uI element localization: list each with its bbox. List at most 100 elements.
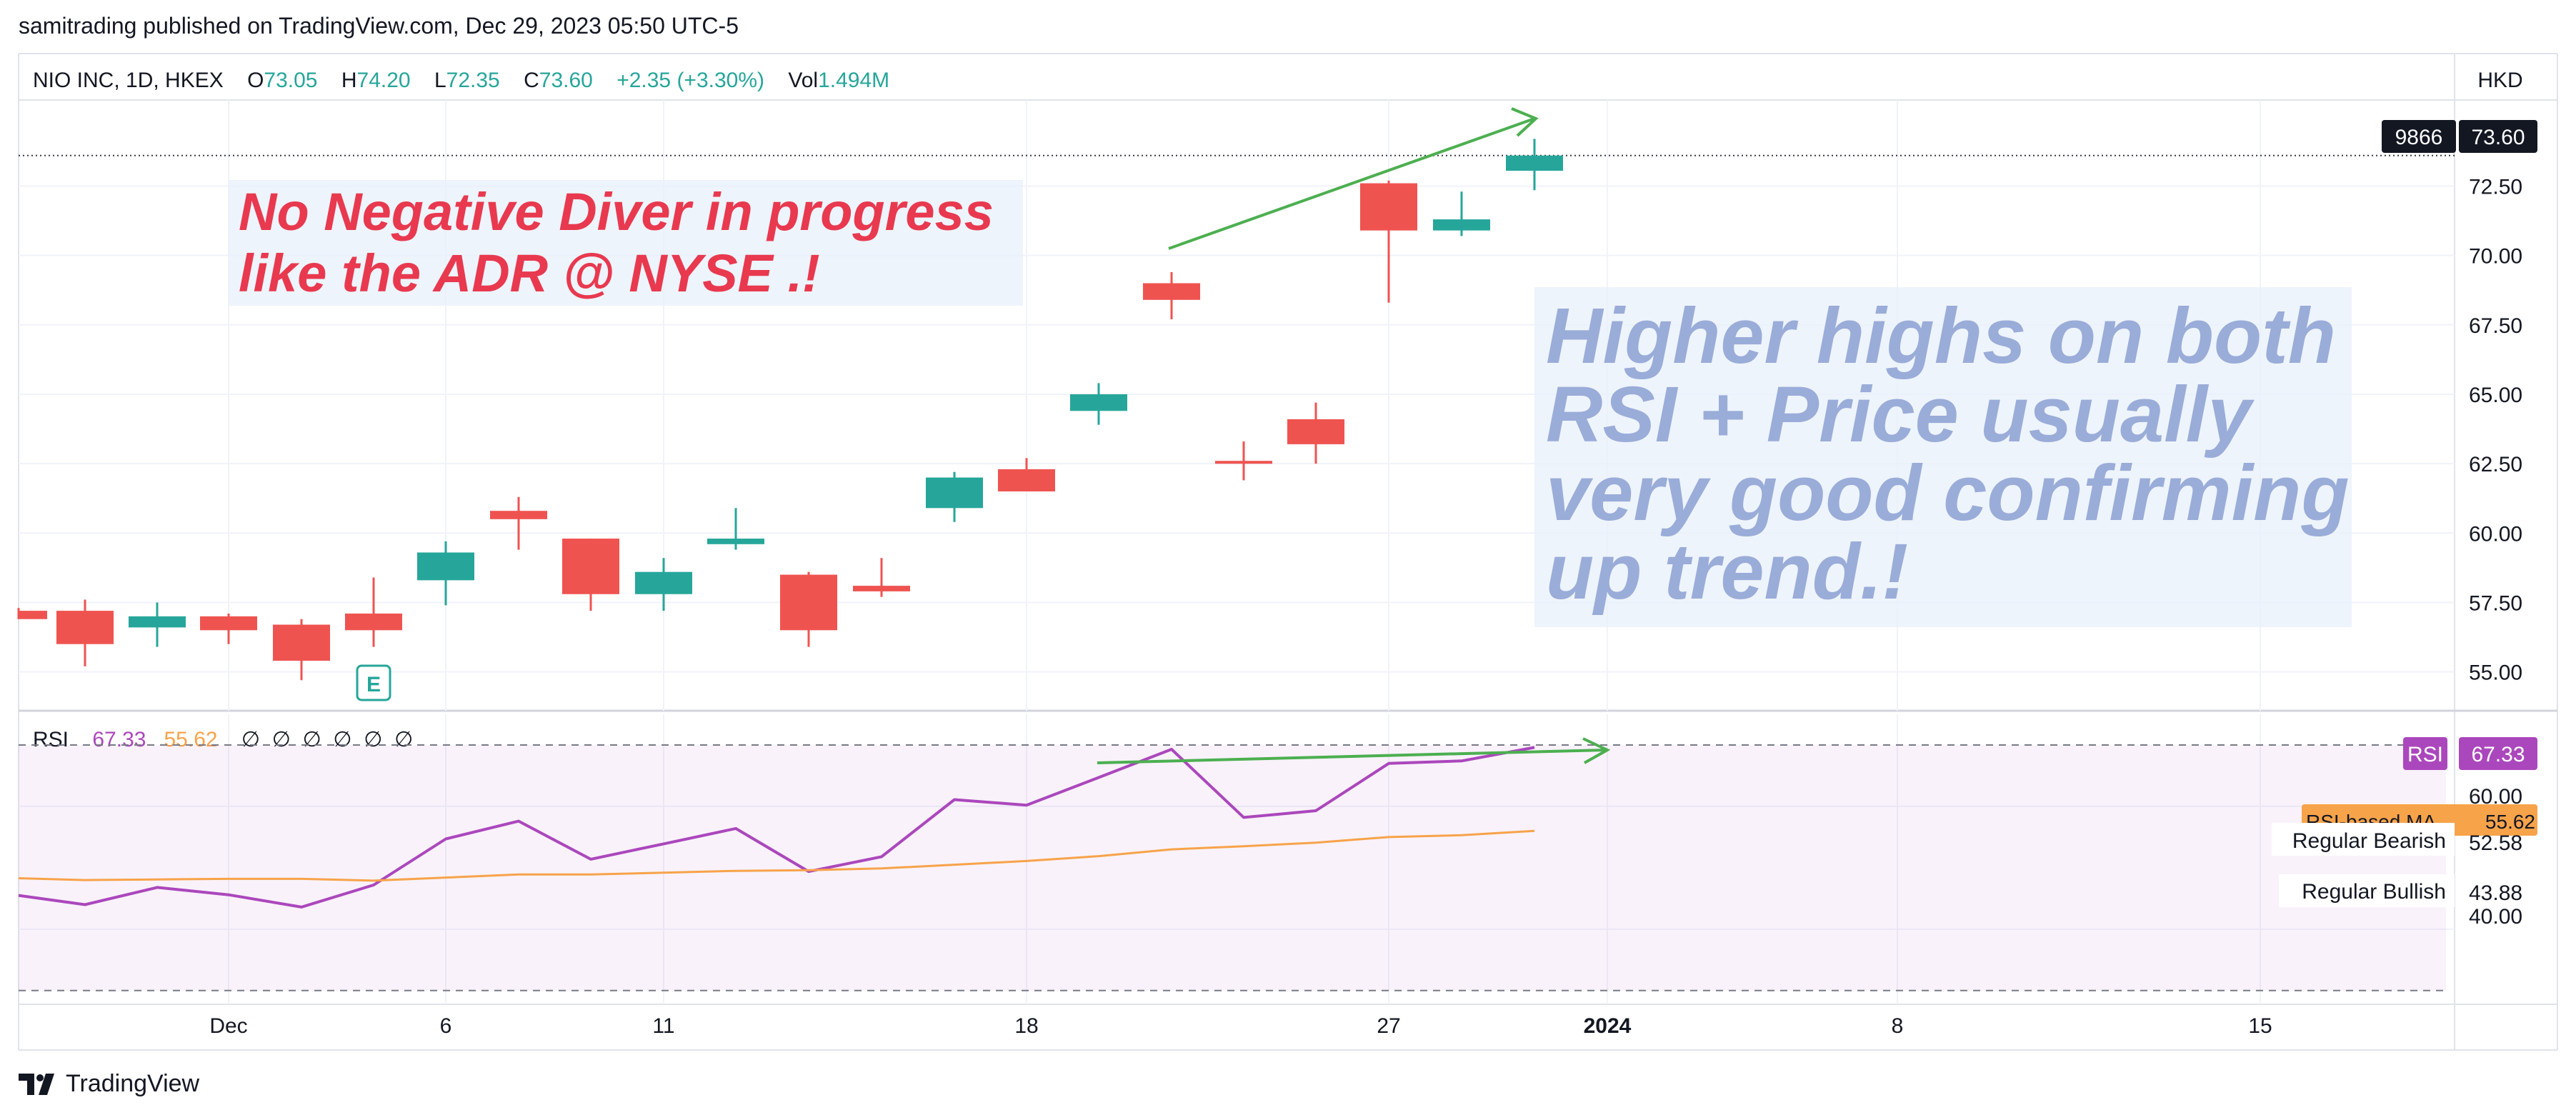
close-label: C <box>524 69 539 92</box>
candle <box>273 619 330 681</box>
price-tick: 62.50 <box>2469 453 2522 476</box>
price-tick: 72.50 <box>2469 175 2522 199</box>
rsi-legend: RSI 67.33 55.62 ∅ ∅ ∅ ∅ ∅ ∅ <box>33 727 413 752</box>
open-label: O <box>247 69 264 92</box>
volume-tag: 9866 <box>2395 126 2443 149</box>
high-label: H <box>341 69 357 92</box>
earnings-marker-label: E <box>366 673 381 696</box>
candle-body <box>417 552 474 581</box>
rsi-tag-label-box <box>2403 737 2447 770</box>
rsi-tag-value-box <box>2459 737 2537 770</box>
time-tick-dec: Dec <box>209 1014 247 1038</box>
price-tick: 65.00 <box>2469 384 2522 407</box>
brand-name: TradingView <box>66 1070 200 1097</box>
publish-info: samitrading published on TradingView.com… <box>19 13 739 39</box>
time-tick-18: 18 <box>1014 1014 1038 1038</box>
candle-body <box>562 539 619 594</box>
volume-label: Vol <box>788 69 819 92</box>
symbol-label[interactable]: NIO INC, 1D, HKEX <box>33 69 224 92</box>
candle <box>490 496 547 550</box>
candle-body <box>490 511 547 519</box>
candle <box>707 508 764 550</box>
candle-body <box>1506 155 1563 171</box>
candle-body <box>273 624 330 661</box>
candle <box>1287 402 1344 464</box>
empty-value-4: ∅ <box>333 728 352 751</box>
candle <box>635 558 692 611</box>
candle-body <box>345 613 402 631</box>
rsi-trend-arrow[interactable] <box>1097 737 1611 764</box>
red-note-line-1: No Negative Diver in progress <box>239 182 994 241</box>
candle <box>1215 441 1272 481</box>
tradingview-logo-icon <box>19 1073 54 1095</box>
candle <box>17 608 47 619</box>
last-price-tag-box <box>2459 120 2537 153</box>
bearish-value: 52.58 <box>2469 831 2522 855</box>
candle-body <box>1070 394 1127 411</box>
candle-body <box>1433 219 1490 231</box>
close-value: 73.60 <box>539 69 593 92</box>
candle-body <box>1360 183 1417 231</box>
bearish-label: Regular Bearish <box>2292 829 2446 853</box>
price-tick: 60.00 <box>2469 522 2522 546</box>
candle-body <box>1143 283 1200 300</box>
rsi-band-background <box>19 744 2446 991</box>
rsi-lines-layer <box>18 746 1535 909</box>
candle-body <box>200 616 257 631</box>
candle <box>56 599 114 666</box>
candle <box>345 577 402 647</box>
candle-body <box>1215 461 1272 464</box>
price-trend-arrow[interactable] <box>1168 107 1539 250</box>
time-tick-6: 6 <box>440 1014 452 1038</box>
candle-body <box>926 477 983 509</box>
rsi-tick-40: 40.00 <box>2469 905 2522 929</box>
candle <box>1143 271 1200 320</box>
time-tick-2024: 2024 <box>1584 1014 1632 1038</box>
candle-body <box>129 616 186 628</box>
volume-value: 1.494M <box>818 69 890 92</box>
candle-body <box>780 574 837 631</box>
candle <box>1360 180 1417 303</box>
high-value: 74.20 <box>356 69 411 92</box>
time-tick-11: 11 <box>652 1014 674 1038</box>
candle <box>926 471 983 522</box>
red-note-line-2: like the ADR @ NYSE .! <box>239 244 820 303</box>
ohlc-legend: NIO INC, 1D, HKEX O73.05 H74.20 L72.35 C… <box>33 69 889 93</box>
rsi-tag-label: RSI <box>2407 743 2443 766</box>
price-tick: 67.50 <box>2469 314 2522 338</box>
bullish-value: 43.88 <box>2469 881 2522 905</box>
candle <box>1506 139 1563 191</box>
price-tick: 57.50 <box>2469 591 2522 615</box>
candle <box>562 539 619 611</box>
empty-value-1: ∅ <box>241 728 261 751</box>
tradingview-logo[interactable]: TradingView <box>19 1070 199 1098</box>
candle <box>417 541 474 606</box>
time-tick-27: 27 <box>1377 1014 1400 1038</box>
earnings-marker[interactable]: E <box>356 664 391 701</box>
bearish-label-box <box>2272 823 2455 856</box>
candle-body <box>635 571 692 594</box>
empty-value-5: ∅ <box>364 728 383 751</box>
price-tick: 70.00 <box>2469 245 2522 269</box>
candles-layer <box>17 139 1563 681</box>
low-value: 72.35 <box>446 69 500 92</box>
bullish-label-box <box>2279 874 2455 907</box>
candle-body <box>707 539 764 544</box>
red-note-box[interactable] <box>229 180 1023 306</box>
currency-button[interactable]: HKD <box>2477 69 2523 92</box>
rsi-ma-line <box>18 829 1535 882</box>
last-price-tag: 73.60 <box>2471 126 2525 149</box>
price-axis[interactable]: 72.50 70.00 67.50 65.00 62.50 60.00 57.50 55.00 <box>2469 175 2522 684</box>
price-tick: 55.00 <box>2469 661 2522 685</box>
blue-note-box[interactable] <box>1534 287 2352 627</box>
rsi-tag-value: 67.33 <box>2471 743 2525 766</box>
rsi-legend-label[interactable]: RSI <box>33 728 69 751</box>
candle <box>1433 191 1490 236</box>
time-axis[interactable]: Dec 6 11 18 27 2024 8 15 <box>209 1014 2272 1038</box>
candle-body <box>56 611 114 644</box>
rsi-ma-legend-value: 55.62 <box>164 728 218 751</box>
candle <box>129 602 186 647</box>
change-value: +2.35 (+3.30%) <box>616 69 765 92</box>
